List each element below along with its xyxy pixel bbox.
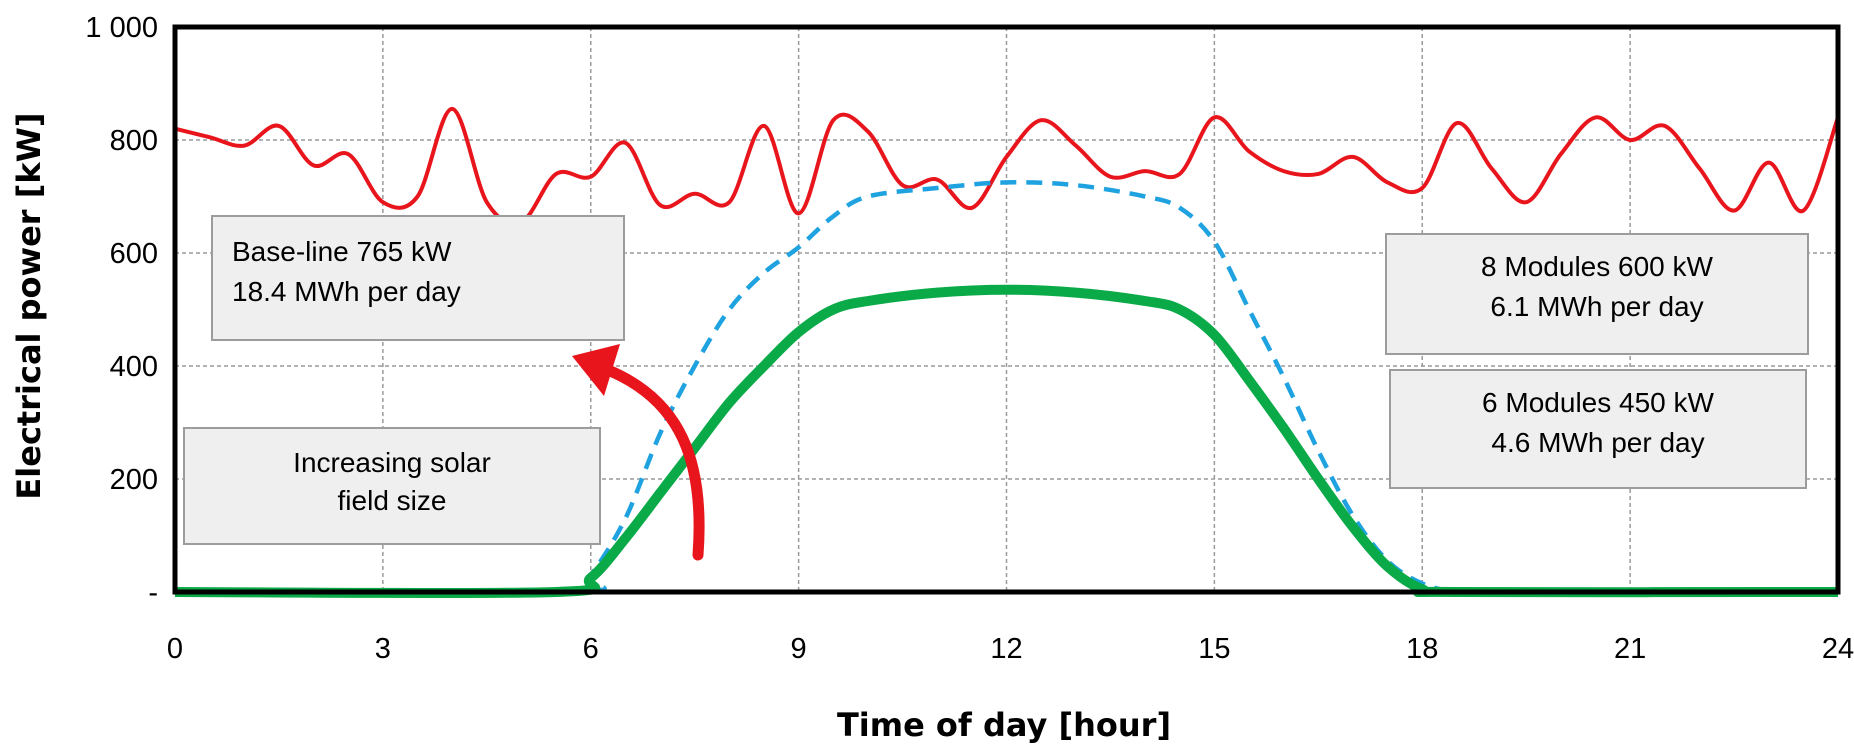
y-tick-label: 600 [110, 238, 158, 270]
x-tick-label: 18 [1406, 633, 1438, 665]
annotation-baseline: Base-line 765 kW 18.4 MWh per day [211, 215, 625, 341]
increase-arrow [572, 344, 705, 561]
increase-arrow-head [572, 344, 620, 396]
x-tick-label: 12 [990, 633, 1022, 665]
series-line-baseline [174, 106, 1840, 226]
y-tick-label: 800 [110, 125, 158, 157]
annotation-line: field size [338, 485, 447, 516]
annotation-box [1389, 369, 1807, 489]
annotation-line: 8 Modules 600 kW [1481, 251, 1713, 282]
annotation-line: 6.1 MWh per day [1490, 291, 1703, 322]
tick-labels: 0 3 6 9 12 15 18 21 24 - 200 400 600 800 1 000 [85, 12, 1854, 665]
series-line-6-modules [174, 284, 1839, 599]
series-layer [174, 106, 1840, 599]
x-tick-label: 6 [583, 633, 599, 665]
annotation-line: 4.6 MWh per day [1491, 427, 1704, 458]
x-axis-title: Time of day [hour] [837, 706, 1171, 744]
x-tick-label: 0 [167, 633, 183, 665]
annotation-box [183, 427, 601, 545]
annotation-6-modules: 6 Modules 450 kW 4.6 MWh per day [1389, 369, 1807, 489]
plot-frame [172, 24, 1841, 595]
x-tick-label: 21 [1614, 633, 1646, 665]
x-tick-label: 9 [791, 633, 807, 665]
annotation-line: 6 Modules 450 kW [1482, 387, 1714, 418]
increase-arrow-shaft [602, 364, 705, 561]
annotation-box [211, 215, 625, 341]
annotation-line: Base-line 765 kW [232, 236, 452, 267]
annotation-8-modules: 8 Modules 600 kW 6.1 MWh per day [1385, 233, 1809, 355]
series-line-8-modules [174, 180, 1838, 596]
annotation-line: Increasing solar [293, 447, 491, 478]
annotation-box [1385, 233, 1809, 355]
x-tick-label: 3 [375, 633, 391, 665]
y-tick-label: 400 [110, 351, 158, 383]
annotation-line: 18.4 MWh per day [232, 276, 461, 307]
x-tick-label: 24 [1822, 633, 1854, 665]
y-tick-label: - [148, 577, 158, 609]
x-tick-label: 15 [1198, 633, 1230, 665]
y-tick-label: 1 000 [85, 12, 158, 44]
y-axis-title: Electrical power [kW] [10, 112, 48, 499]
annotation-solar-field: Increasing solar field size [183, 427, 601, 545]
y-tick-label: 200 [110, 464, 158, 496]
